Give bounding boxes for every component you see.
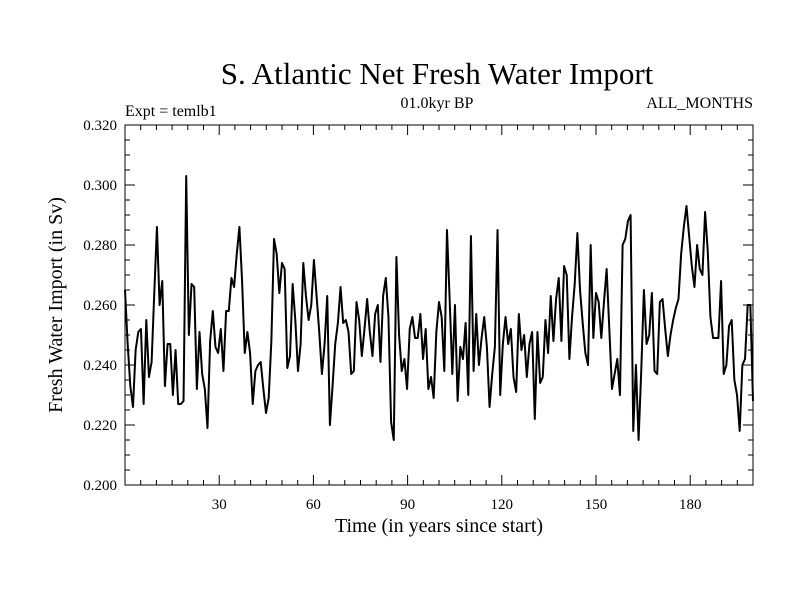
series-line (124, 175, 754, 441)
y-axis-ticks (125, 139, 753, 471)
x-tick-label: 120 (491, 497, 514, 513)
experiment-label: Expt = temlb1 (125, 103, 217, 120)
x-tick-label: 90 (400, 497, 415, 513)
x-tick-label: 60 (306, 497, 321, 513)
chart-title: S. Atlantic Net Fresh Water Import (221, 56, 654, 91)
y-tick-label: 0.220 (83, 418, 117, 434)
y-tick-label: 0.240 (83, 358, 117, 374)
x-axis-ticks (140, 125, 738, 485)
y-axis-tick-labels: 0.200 0.220 0.240 0.260 0.280 0.300 0.320 (83, 118, 117, 494)
x-axis-tick-labels: 30 60 90 120 150 180 (212, 497, 702, 513)
y-tick-label: 0.260 (83, 298, 117, 314)
x-axis-label: Time (in years since start) (335, 515, 543, 537)
chart-subtitle: 01.0kyr BP (401, 95, 474, 112)
months-label: ALL_MONTHS (646, 95, 753, 112)
y-tick-label: 0.300 (83, 178, 117, 194)
x-tick-label: 30 (212, 497, 227, 513)
y-tick-label: 0.280 (83, 238, 117, 254)
plot-frame (124, 124, 754, 486)
x-tick-label: 180 (679, 497, 702, 513)
y-axis-label: Fresh Water Import (in Sv) (45, 197, 67, 413)
y-tick-label: 0.200 (83, 478, 117, 494)
y-tick-label: 0.320 (83, 118, 117, 134)
x-tick-label: 150 (585, 497, 608, 513)
